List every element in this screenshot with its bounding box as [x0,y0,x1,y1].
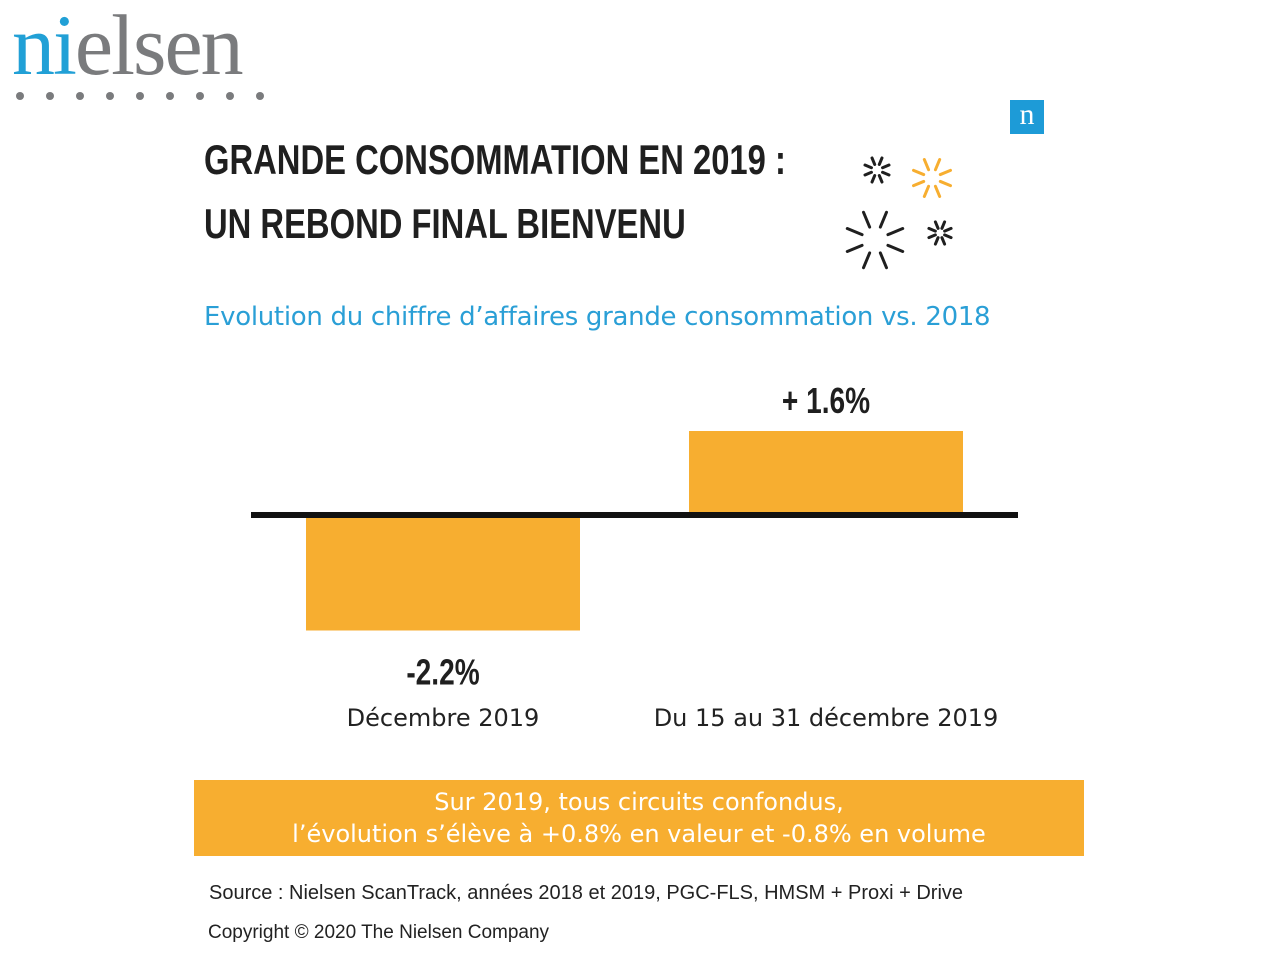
chart-subtitle: Evolution du chiffre d’affaires grande c… [204,302,991,332]
summary-line-2: l’évolution s’élève à +0.8% en valeur et… [292,820,986,848]
bar-2 [689,431,963,515]
bar-1 [306,515,580,631]
source-note: Source : Nielsen ScanTrack, années 2018 … [209,882,964,904]
summary-banner: Sur 2019, tous circuits confondus, l’évo… [194,780,1084,856]
title-line-2: UN REBOND FINAL BIENVENU [204,200,686,247]
page-title: GRANDE CONSOMMATION EN 2019 : UN REBOND … [204,128,786,256]
sparkle-icon [845,156,953,270]
category-label-1: Décembre 2019 [347,704,540,732]
data-label-2: + 1.6% [782,381,870,421]
data-label-1: -2.2% [406,652,479,692]
logo-suffix: elsen [74,0,244,93]
nielsen-badge-icon: n [1010,100,1044,134]
nielsen-logo: nielsen [12,2,244,88]
summary-line-1: Sur 2019, tous circuits confondus, [434,788,844,816]
logo-dots [16,92,264,100]
bar-chart: -2.2% Décembre 2019 + 1.6% Du 15 au 31 déce… [251,381,1018,732]
title-line-1: GRANDE CONSOMMATION EN 2019 : [204,136,786,183]
category-label-2: Du 15 au 31 décembre 2019 [654,704,999,732]
copyright-note: Copyright © 2020 The Nielsen Company [208,922,550,943]
logo-prefix: ni [12,0,77,93]
